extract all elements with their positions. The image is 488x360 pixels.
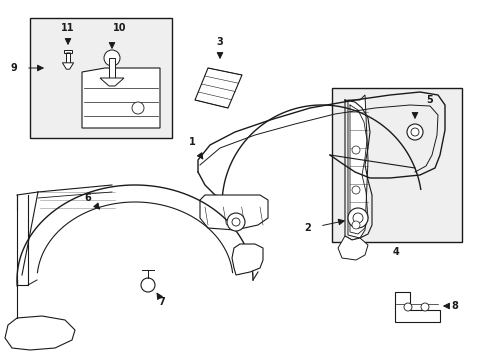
Bar — [30, 18, 172, 138]
Circle shape — [351, 146, 359, 154]
Circle shape — [231, 218, 240, 226]
Circle shape — [347, 208, 367, 228]
Bar — [331, 88, 461, 242]
Circle shape — [104, 50, 120, 66]
Polygon shape — [62, 63, 74, 69]
Text: 3: 3 — [216, 37, 223, 47]
Circle shape — [420, 303, 428, 311]
Text: 7: 7 — [158, 297, 165, 307]
Polygon shape — [5, 316, 75, 350]
Text: 11: 11 — [61, 23, 75, 33]
Text: 2: 2 — [304, 223, 311, 233]
Polygon shape — [195, 68, 242, 108]
Polygon shape — [394, 292, 439, 322]
Polygon shape — [231, 244, 263, 275]
Bar — [109, 58, 115, 78]
Polygon shape — [200, 195, 267, 230]
Bar — [66, 53, 69, 63]
Polygon shape — [337, 236, 367, 260]
Text: 5: 5 — [426, 95, 432, 105]
Circle shape — [406, 124, 422, 140]
Bar — [64, 50, 72, 53]
Text: 10: 10 — [113, 23, 126, 33]
Text: 8: 8 — [450, 301, 458, 311]
Polygon shape — [100, 78, 124, 86]
Text: 1: 1 — [188, 137, 195, 147]
Circle shape — [141, 278, 155, 292]
Text: 6: 6 — [84, 193, 91, 203]
Circle shape — [352, 213, 362, 223]
Circle shape — [226, 213, 244, 231]
Circle shape — [132, 102, 143, 114]
Text: 9: 9 — [11, 63, 18, 73]
Circle shape — [410, 128, 418, 136]
Circle shape — [351, 221, 359, 229]
Circle shape — [351, 186, 359, 194]
Text: 4: 4 — [392, 247, 399, 257]
Polygon shape — [82, 68, 160, 128]
Circle shape — [403, 303, 411, 311]
Polygon shape — [347, 95, 367, 238]
